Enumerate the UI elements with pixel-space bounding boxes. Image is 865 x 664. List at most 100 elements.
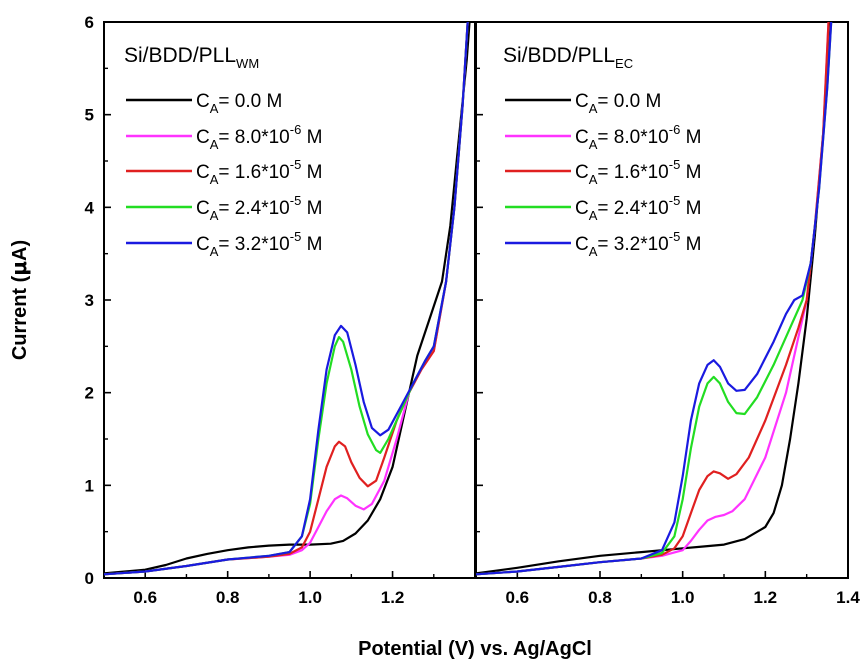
legend-sub: A bbox=[589, 137, 598, 152]
legend-base: C bbox=[575, 234, 589, 255]
y-tick-label: 6 bbox=[85, 13, 94, 32]
y-tick-label: 1 bbox=[85, 476, 94, 495]
series-group bbox=[476, 22, 833, 576]
legend-sub: A bbox=[210, 172, 219, 187]
plot-frame bbox=[103, 21, 476, 579]
legend-exponent: -5 bbox=[290, 229, 302, 244]
legend-mantissa: = 3.2*10 bbox=[597, 234, 668, 255]
legend-mantissa: = 8.0*10 bbox=[597, 127, 668, 148]
legend-base: C bbox=[575, 127, 589, 148]
legend-sub: A bbox=[210, 244, 219, 259]
panel-title-main: Si/BDD/PLL bbox=[503, 44, 615, 67]
series-line-3 bbox=[104, 22, 469, 576]
y-axis-title-prefix: Current ( bbox=[9, 275, 31, 360]
legend-mantissa: = 1.6*10 bbox=[597, 162, 668, 183]
x-tick-label: 0.6 bbox=[133, 588, 157, 607]
legend-unit: M bbox=[680, 127, 701, 148]
series-group bbox=[104, 22, 471, 576]
legend-base: C bbox=[196, 234, 210, 255]
legend-exponent: -5 bbox=[669, 193, 681, 208]
x-tick-label: 0.8 bbox=[588, 588, 612, 607]
legend-sub: A bbox=[589, 208, 598, 223]
legend-sub: A bbox=[210, 208, 219, 223]
panel-title: Si/BDD/PLLWM bbox=[124, 44, 259, 71]
legend-label: CA= 3.2*10-5 M bbox=[196, 229, 322, 259]
legend-base: C bbox=[575, 91, 589, 112]
panel-title-main: Si/BDD/PLL bbox=[124, 44, 236, 67]
x-tick-label: 1.4 bbox=[836, 588, 860, 607]
series-line-2 bbox=[104, 22, 469, 576]
legend-label: CA= 1.6*10-5 M bbox=[196, 157, 322, 187]
legend-unit: M bbox=[301, 198, 322, 219]
legend-sub: A bbox=[210, 101, 219, 116]
series-line-0 bbox=[476, 22, 832, 575]
legend-exponent: -5 bbox=[290, 193, 302, 208]
plot-frame bbox=[475, 21, 849, 579]
legend-sub: A bbox=[589, 244, 598, 259]
legend-base: C bbox=[575, 162, 589, 183]
x-tick-label: 1.2 bbox=[754, 588, 778, 607]
y-tick-label: 2 bbox=[85, 384, 94, 403]
legend-sub: A bbox=[589, 101, 598, 116]
legend-label: CA= 0.0 M bbox=[575, 91, 661, 116]
legend-unit: M bbox=[680, 198, 701, 219]
legend-label: CA= 2.4*10-5 M bbox=[575, 193, 701, 223]
legend-exponent: -5 bbox=[669, 157, 681, 172]
legend-exponent: -5 bbox=[290, 157, 302, 172]
series-line-4 bbox=[476, 22, 833, 576]
panel-title-sub: EC bbox=[615, 56, 633, 71]
series-line-0 bbox=[104, 22, 471, 575]
x-axis-title: Potential (V) vs. Ag/AgCl bbox=[358, 638, 592, 660]
series-line-2 bbox=[476, 22, 830, 576]
y-tick-label: 3 bbox=[85, 291, 94, 310]
legend-mantissa: = 8.0*10 bbox=[218, 127, 289, 148]
legend-label: CA= 0.0 M bbox=[196, 91, 282, 116]
y-tick-label: 5 bbox=[85, 106, 94, 125]
legend-unit: M bbox=[301, 162, 322, 183]
series-line-1 bbox=[104, 22, 469, 576]
legend-base: C bbox=[196, 198, 210, 219]
legend-label: CA= 3.2*10-5 M bbox=[575, 229, 701, 259]
legend-mantissa: = 2.4*10 bbox=[597, 198, 668, 219]
series-line-3 bbox=[476, 22, 833, 576]
x-tick-label: 1.0 bbox=[671, 588, 695, 607]
legend-sub: A bbox=[210, 137, 219, 152]
panel-title-sub: WM bbox=[236, 56, 259, 71]
legend-base: C bbox=[575, 198, 589, 219]
legend-base: C bbox=[196, 91, 210, 112]
legend-unit: M bbox=[301, 234, 322, 255]
legend-exponent: -5 bbox=[669, 229, 681, 244]
legend-label: CA= 2.4*10-5 M bbox=[196, 193, 322, 223]
series-line-1 bbox=[476, 22, 830, 576]
legend-mantissa: = 2.4*10 bbox=[218, 198, 289, 219]
legend-text: = 0.0 M bbox=[597, 91, 661, 112]
series-line-4 bbox=[104, 22, 469, 576]
legend-label: CA= 1.6*10-5 M bbox=[575, 157, 701, 187]
y-tick-label: 0 bbox=[85, 569, 94, 588]
x-tick-label: 0.6 bbox=[506, 588, 530, 607]
legend-unit: M bbox=[680, 234, 701, 255]
legend-base: C bbox=[196, 162, 210, 183]
legend-base: C bbox=[196, 127, 210, 148]
y-axis-title-suffix: A) bbox=[9, 240, 31, 261]
legend-unit: M bbox=[301, 127, 322, 148]
x-tick-label: 0.8 bbox=[216, 588, 240, 607]
legend-label: CA= 8.0*10-6 M bbox=[196, 122, 322, 152]
legend-exponent: -6 bbox=[669, 122, 681, 137]
legend-sub: A bbox=[589, 172, 598, 187]
legend-mantissa: = 1.6*10 bbox=[218, 162, 289, 183]
panel-title: Si/BDD/PLLEC bbox=[503, 44, 633, 71]
y-tick-label: 4 bbox=[85, 198, 95, 217]
x-tick-label: 1.2 bbox=[381, 588, 405, 607]
legend-mantissa: = 3.2*10 bbox=[218, 234, 289, 255]
legend-text: = 0.0 M bbox=[218, 91, 282, 112]
x-tick-label: 1.0 bbox=[298, 588, 322, 607]
legend-label: CA= 8.0*10-6 M bbox=[575, 122, 701, 152]
legend-exponent: -6 bbox=[290, 122, 302, 137]
legend-unit: M bbox=[680, 162, 701, 183]
y-axis-title: Current (μA) bbox=[7, 240, 31, 360]
y-axis-title-greek: μ bbox=[7, 261, 31, 276]
